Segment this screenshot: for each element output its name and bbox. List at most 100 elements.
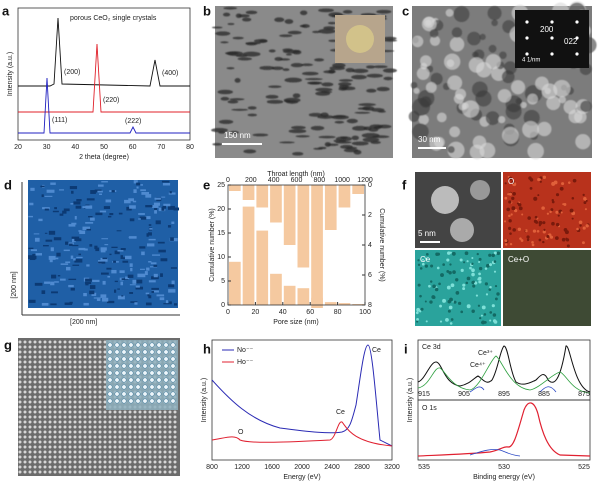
atom-column (113, 470, 117, 474)
atom-column (28, 415, 32, 419)
atom-column (143, 470, 147, 474)
map-dot (508, 192, 512, 196)
atom-column (133, 440, 137, 444)
atom-column (48, 345, 52, 349)
diffraction-spot (525, 52, 529, 56)
map-dot (449, 297, 453, 302)
grain (468, 57, 485, 73)
atom-column (18, 440, 22, 444)
atom-column (18, 350, 22, 354)
pore (211, 26, 223, 29)
pore (232, 36, 244, 40)
grain (461, 100, 480, 118)
panel-d: d [200 nm] [200 nm] (4, 177, 180, 326)
atom-column (98, 350, 102, 354)
atom-column (78, 455, 82, 459)
pore-network (121, 278, 129, 280)
atom-column (83, 455, 87, 459)
y-tick-label: 0 (221, 302, 225, 309)
pore-network (151, 205, 159, 208)
pore-network (68, 284, 74, 288)
map-dot (416, 320, 419, 323)
atom-column (38, 455, 42, 459)
pore-network (32, 255, 37, 260)
atom-column (68, 375, 72, 379)
model-atom (163, 356, 169, 362)
pore-network (107, 275, 111, 278)
atom-column (63, 400, 67, 404)
map-dot (550, 208, 554, 212)
peak-label: (200) (64, 69, 80, 76)
atom-column (28, 370, 32, 374)
pore-network (147, 232, 152, 236)
atom-column (63, 380, 67, 384)
atom-column (83, 420, 87, 424)
pore (212, 142, 222, 146)
map-dot (511, 207, 514, 210)
atom-column (148, 460, 152, 464)
atom-column (33, 450, 37, 454)
panel-a: a porous CeO₂ single crystals (200) (220… (2, 3, 194, 160)
bar (242, 185, 255, 200)
map-dot (491, 304, 495, 308)
atom-column (48, 425, 52, 429)
atom-column (38, 365, 42, 369)
atom-column (33, 415, 37, 419)
atom-column (78, 380, 82, 384)
atom-column (123, 470, 127, 474)
panel-i: i Ce 3d Ce³⁺ Ce⁴⁺ O 1s Intensity (a.u.) … (404, 339, 591, 481)
map-dot (521, 213, 524, 216)
atom-column (68, 450, 72, 454)
axes (211, 339, 393, 461)
atom-column (173, 460, 177, 464)
atom-column (103, 390, 107, 394)
atom-column (168, 410, 172, 414)
atom-column (63, 360, 67, 364)
pore-network (85, 204, 90, 206)
atom-column (173, 455, 177, 459)
atom-column (148, 465, 152, 469)
pore-network (82, 206, 89, 209)
atom-column (53, 425, 57, 429)
atom-column (78, 370, 82, 374)
atom-column (123, 435, 127, 439)
x-tick-label: 400 (268, 177, 280, 184)
map-dot (424, 264, 428, 268)
panel-label: f (402, 177, 407, 192)
atom-column (68, 350, 72, 354)
pore (253, 39, 268, 43)
pore-network (45, 239, 53, 242)
atom-column (78, 390, 82, 394)
peak-label: (400) (162, 70, 178, 77)
atom-column (18, 455, 22, 459)
atom-column (163, 425, 167, 429)
pore (274, 17, 285, 23)
pore (342, 10, 353, 14)
atom-column (88, 375, 92, 379)
pore-network (74, 238, 82, 242)
atom-column (88, 400, 92, 404)
pore-network (111, 246, 118, 249)
atom-column (23, 430, 27, 434)
map-dot (469, 266, 472, 270)
pore-network (50, 281, 55, 286)
grain (510, 80, 526, 95)
model-atom (156, 356, 162, 362)
map-dot (508, 226, 512, 230)
map-dot (538, 220, 543, 225)
pore-network (99, 193, 102, 195)
atom-column (33, 470, 37, 474)
pore-network (111, 269, 117, 274)
pore-network (138, 218, 141, 220)
map-dot (493, 270, 497, 273)
pore-network (50, 247, 54, 252)
pore (335, 141, 352, 144)
atom-column (58, 415, 62, 419)
pore (373, 65, 388, 69)
pore-network (139, 216, 147, 220)
x-tick-label: 2400 (324, 464, 340, 471)
model-atom (107, 349, 113, 355)
spectrum (417, 345, 591, 393)
pore-network (116, 230, 122, 232)
pore-network (85, 205, 93, 209)
